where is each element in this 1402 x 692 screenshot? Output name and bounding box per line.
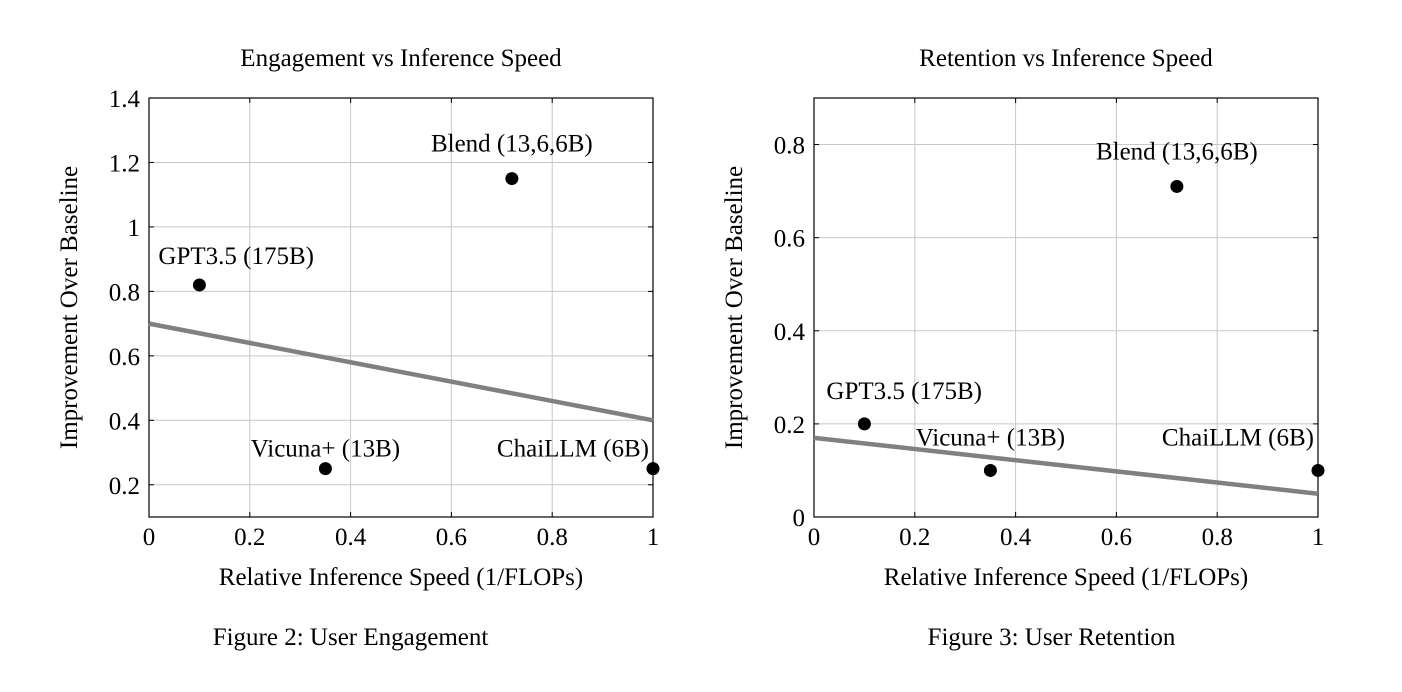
data-point <box>983 463 997 477</box>
trend-line <box>813 435 1319 496</box>
y-tick-label: 0.2 <box>774 412 805 439</box>
data-point <box>505 172 519 186</box>
retention-chart: 0 0.2 0.4 0.6 0.8 1 0 0.2 0.4 0.6 0.8 GPT3.5 (175B)… <box>721 45 1325 591</box>
data-point <box>1311 463 1325 477</box>
x-tick-label: 0.6 <box>436 524 467 551</box>
chart-title: Retention vs Inference Speed <box>919 45 1213 72</box>
point-label: GPT3.5 (175B) <box>826 378 982 405</box>
y-axis-label: Improvement Over Baseline <box>721 166 748 449</box>
y-tick-label: 0.6 <box>774 226 805 253</box>
x-tick-label: 0 <box>808 524 821 551</box>
x-tick-label: 0.4 <box>335 524 367 551</box>
plot-frame <box>813 97 1319 518</box>
y-tick-label: 0.2 <box>109 473 140 500</box>
point-label: Vicuna+ (13B) <box>916 424 1065 451</box>
plot-frame <box>148 97 654 518</box>
figure-engagement: 0 0.2 0.4 0.6 0.8 1 0.2 0.4 0.6 0.8 1 1.2 1.4 GPT3.5 … <box>56 45 660 651</box>
figure-retention: 0 0.2 0.4 0.6 0.8 1 0 0.2 0.4 0.6 0.8 GPT3.5 (175B)… <box>701 0 1402 692</box>
y-tick-label: 0.4 <box>774 319 806 346</box>
chart-title: Engagement vs Inference Speed <box>240 45 562 72</box>
x-tick-label: 0.2 <box>234 524 265 551</box>
point-label: Blend (13,6,6B) <box>431 131 593 158</box>
point-label: Blend (13,6,6B) <box>1096 138 1258 165</box>
y-tick-label: 1.2 <box>109 150 140 177</box>
point-label: ChaiLLM (6B) <box>1162 424 1314 451</box>
figure-caption: Figure 2: User Engagement <box>212 624 489 651</box>
data-point <box>318 462 332 476</box>
x-tick-label: 0.2 <box>899 524 930 551</box>
point-label: GPT3.5 (175B) <box>158 243 314 270</box>
x-tick-label: 0 <box>143 524 156 551</box>
figure-caption: Figure 3: User Retention <box>927 624 1176 651</box>
y-tick-label: 0.8 <box>774 133 805 160</box>
trend-line <box>148 321 654 423</box>
y-tick-label: 0.8 <box>109 279 140 306</box>
y-tick-label: 1.4 <box>109 86 141 113</box>
engagement-chart: 0 0.2 0.4 0.6 0.8 10.20.40.60.811.21.4GPT3.5 … <box>56 45 660 591</box>
x-axis-label: Relative Inference Speed (1/FLOPs) <box>884 564 1248 591</box>
y-tick-label: 0.4 <box>109 408 141 435</box>
x-tick-label: 1 <box>1312 524 1325 551</box>
y-tick-label: 1 <box>128 215 141 242</box>
data-point <box>1170 179 1184 193</box>
x-axis-label: Relative Inference Speed (1/FLOPs) <box>219 564 583 591</box>
x-tick-label: 0.4 <box>1000 524 1032 551</box>
x-tick-label: 1 <box>647 524 660 551</box>
data-point <box>857 417 871 431</box>
x-tick-label: 0.8 <box>1202 524 1233 551</box>
x-tick-label: 0.8 <box>537 524 568 551</box>
data-point <box>192 278 206 292</box>
point-label: Vicuna+ (13B) <box>251 436 400 463</box>
x-tick-label: 0.6 <box>1101 524 1132 551</box>
y-axis-label: Improvement Over Baseline <box>56 166 83 449</box>
data-point <box>646 462 660 476</box>
point-label: ChaiLLM (6B) <box>497 436 649 463</box>
y-tick-label: 0.6 <box>109 344 140 371</box>
y-tick-label: 0 <box>793 505 806 532</box>
